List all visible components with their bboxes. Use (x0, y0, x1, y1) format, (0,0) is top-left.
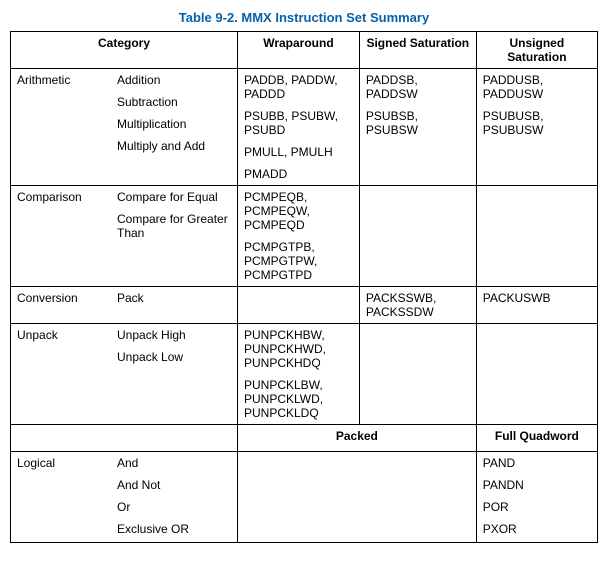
cell-sub-signed: PSUBSB, PSUBSW (360, 105, 476, 141)
cell-unpacklow-wrap: PUNPCKLBW, PUNPCKLWD, PUNPCKLDQ (238, 374, 359, 424)
op-and: And (111, 452, 237, 474)
cell-sub-wrap: PSUBB, PSUBW, PSUBD (238, 105, 359, 141)
cell-and-fq: PAND (477, 452, 597, 474)
cell-or-fq: POR (477, 496, 597, 518)
op-or: Or (111, 496, 237, 518)
subheader-packed: Packed (238, 425, 476, 451)
cell-xor-fq: PXOR (477, 518, 597, 540)
category-unpack: Unpack (11, 324, 111, 346)
header-row: Category Wraparound Signed Saturation Un… (11, 32, 598, 69)
header-unsigned-saturation: Unsigned Saturation (476, 32, 597, 69)
op-compare-equal: Compare for Equal (111, 186, 237, 208)
row-conversion: Conversion Pack PACKSSWB, PACKSSDW PACKU… (11, 287, 598, 324)
subheader-full-quadword: Full Quadword (477, 425, 597, 451)
op-unpack-low: Unpack Low (111, 346, 237, 368)
op-pack: Pack (111, 287, 237, 309)
table-title: Table 9-2. MMX Instruction Set Summary (10, 10, 598, 25)
cell-pack-unsigned: PACKUSWB (476, 287, 597, 324)
cell-cmpeq-wrap: PCMPEQB, PCMPEQW, PCMPEQD (238, 186, 359, 236)
op-xor: Exclusive OR (111, 518, 237, 540)
category-conversion: Conversion (11, 287, 111, 309)
header-signed-saturation: Signed Saturation (359, 32, 476, 69)
cell-andnot-fq: PANDN (477, 474, 597, 496)
mmx-table: Category Wraparound Signed Saturation Un… (10, 31, 598, 543)
header-category: Category (11, 32, 238, 69)
op-multiply-add: Multiply and Add (111, 135, 237, 157)
category-logical: Logical (11, 452, 111, 474)
cell-mul-wrap: PMULL, PMULH (238, 141, 359, 163)
row-arithmetic: Arithmetic Addition Subtraction Multipli… (11, 69, 598, 186)
row-comparison: Comparison Compare for Equal Compare for… (11, 186, 598, 287)
cell-pack-signed: PACKSSWB, PACKSSDW (359, 287, 476, 324)
op-multiplication: Multiplication (111, 113, 237, 135)
cell-madd-wrap: PMADD (238, 163, 359, 185)
cell-unpackhigh-wrap: PUNPCKHBW, PUNPCKHWD, PUNPCKHDQ (238, 324, 359, 374)
category-arithmetic: Arithmetic (11, 69, 111, 91)
op-compare-gt: Compare for Greater Than (111, 208, 237, 244)
op-and-not: And Not (111, 474, 237, 496)
cell-add-unsigned: PADDUSB, PADDUSW (477, 69, 597, 105)
op-subtraction: Subtraction (111, 91, 237, 113)
cell-sub-unsigned: PSUBUSB, PSUBUSW (477, 105, 597, 141)
header-wraparound: Wraparound (238, 32, 360, 69)
op-unpack-high: Unpack High (111, 324, 237, 346)
cell-add-wrap: PADDB, PADDW, PADDD (238, 69, 359, 105)
row-unpack: Unpack Unpack High Unpack Low PUNPCKHBW,… (11, 324, 598, 425)
cell-cmpgt-wrap: PCMPGTPB, PCMPGTPW, PCMPGTPD (238, 236, 359, 286)
cell-add-signed: PADDSB, PADDSW (360, 69, 476, 105)
op-addition: Addition (111, 69, 237, 91)
row-logical: Logical And And Not Or Exclusive OR Pack… (11, 425, 598, 543)
category-comparison: Comparison (11, 186, 111, 208)
